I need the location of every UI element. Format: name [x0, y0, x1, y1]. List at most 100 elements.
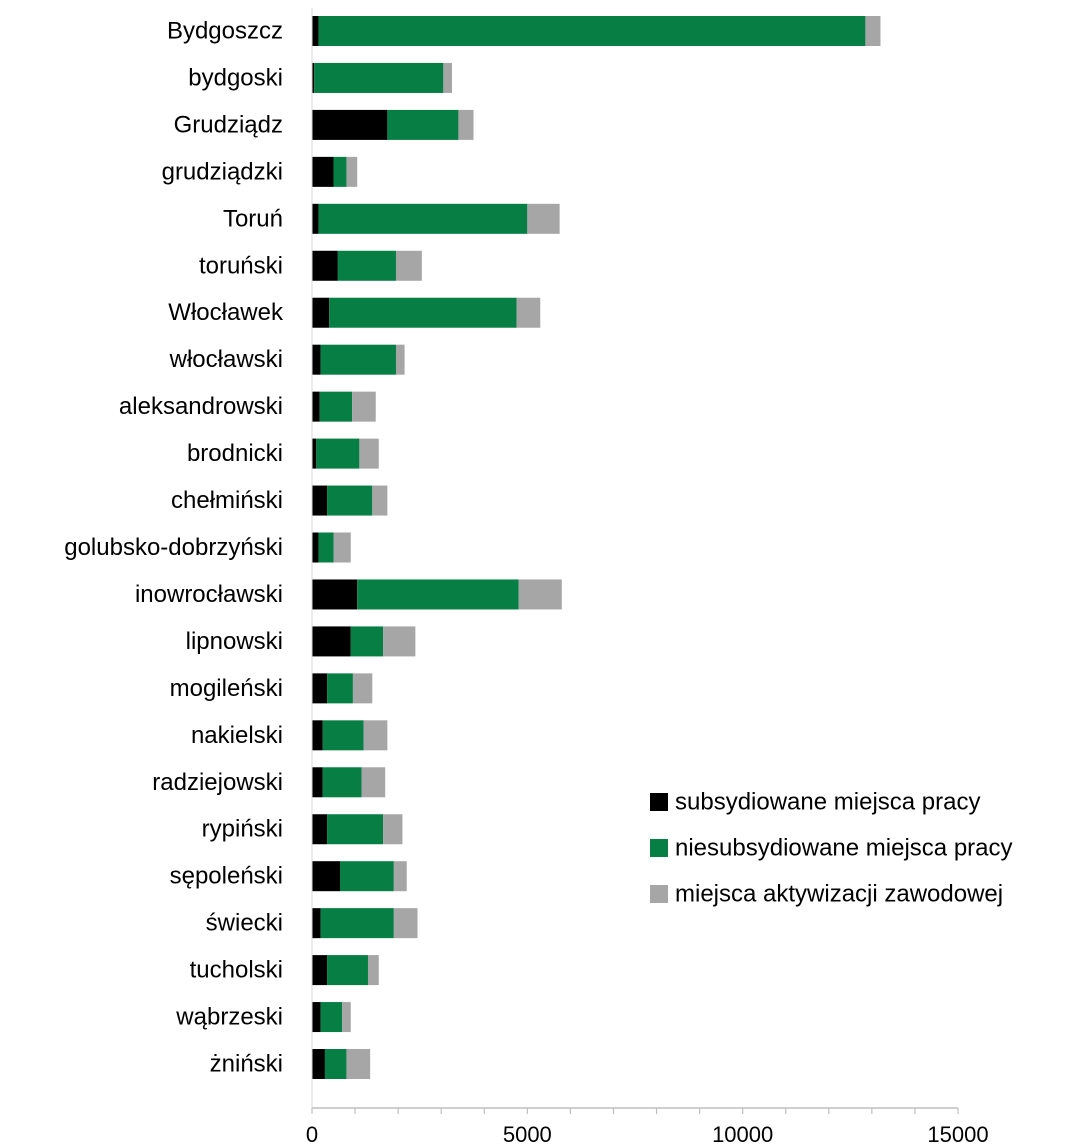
bar-segment-miejsca-aktywizacji-zawodowej-3: [346, 156, 358, 187]
bar-segment-subsydiowane-miejsca-pracy-1: [312, 62, 315, 93]
bar-segment-niesubsydiowane-miejsca-pracy-12: [357, 579, 519, 610]
bar-segment-niesubsydiowane-miejsca-pracy-17: [327, 814, 384, 845]
bar-segment-subsydiowane-miejsca-pracy-2: [312, 109, 388, 140]
legend: subsydiowane miejsca pracy niesubsydiowan…: [650, 789, 1013, 908]
bar-segment-subsydiowane-miejsca-pracy-4: [312, 203, 319, 234]
category-label: tucholski: [190, 957, 283, 984]
category-label: wąbrzeski: [175, 1004, 283, 1031]
category-label: mogileński: [170, 675, 283, 702]
bar-segment-subsydiowane-miejsca-pracy-9: [312, 438, 317, 469]
category-label: brodnicki: [187, 440, 283, 467]
x-tick-label: 5000: [503, 1122, 552, 1144]
bar-segment-miejsca-aktywizacji-zawodowej-12: [518, 579, 562, 610]
bar-segment-subsydiowane-miejsca-pracy-13: [312, 626, 351, 657]
bar-segment-miejsca-aktywizacji-zawodowej-4: [527, 203, 560, 234]
bar-segment-niesubsydiowane-miejsca-pracy-5: [337, 250, 396, 281]
bar-segment-miejsca-aktywizacji-zawodowej-19: [393, 908, 418, 939]
bar-segment-subsydiowane-miejsca-pracy-14: [312, 673, 328, 704]
bar-segment-niesubsydiowane-miejsca-pracy-3: [333, 156, 347, 187]
category-label: inowrocławski: [135, 581, 283, 608]
bar-segment-subsydiowane-miejsca-pracy-5: [312, 250, 338, 281]
bar-segment-miejsca-aktywizacji-zawodowej-8: [352, 391, 376, 422]
bar-segment-niesubsydiowane-miejsca-pracy-11: [318, 532, 334, 563]
bar-segment-niesubsydiowane-miejsca-pracy-7: [320, 344, 396, 375]
bar-segment-niesubsydiowane-miejsca-pracy-8: [319, 391, 353, 422]
category-label: golubsko-dobrzyński: [64, 534, 283, 561]
bar-segment-miejsca-aktywizacji-zawodowej-2: [458, 109, 474, 140]
category-label: włocławski: [169, 346, 283, 373]
category-label: grudziądzki: [162, 158, 283, 185]
bar-segment-niesubsydiowane-miejsca-pracy-9: [316, 438, 360, 469]
category-label: bydgoski: [188, 64, 283, 91]
bar-segment-subsydiowane-miejsca-pracy-20: [312, 955, 328, 986]
category-label: sępoleński: [170, 863, 283, 890]
category-label: świecki: [206, 910, 283, 937]
category-label: nakielski: [191, 722, 283, 749]
category-label: Grudziądz: [174, 111, 283, 138]
bar-segment-miejsca-aktywizacji-zawodowej-21: [342, 1002, 351, 1033]
category-label: radziejowski: [152, 769, 283, 796]
bar-segment-miejsca-aktywizacji-zawodowej-0: [865, 16, 881, 46]
bar-segment-subsydiowane-miejsca-pracy-21: [312, 1002, 321, 1033]
category-label: rypiński: [202, 816, 283, 843]
bar-segment-miejsca-aktywizacji-zawodowej-16: [361, 767, 386, 798]
bar-segment-miejsca-aktywizacji-zawodowej-6: [516, 297, 541, 328]
bar-segment-niesubsydiowane-miejsca-pracy-22: [324, 1049, 347, 1080]
legend-swatch-subsydiowane-miejsca-pracy: [650, 793, 668, 811]
category-label: lipnowski: [186, 628, 283, 655]
bar-segment-miejsca-aktywizacji-zawodowej-11: [333, 532, 351, 563]
bar-segment-niesubsydiowane-miejsca-pracy-14: [327, 673, 353, 704]
bar-segment-subsydiowane-miejsca-pracy-22: [312, 1049, 325, 1080]
bar-segment-subsydiowane-miejsca-pracy-7: [312, 344, 321, 375]
bar-segment-subsydiowane-miejsca-pracy-10: [312, 485, 328, 516]
bar-segment-miejsca-aktywizacji-zawodowej-1: [443, 62, 452, 93]
bar-segment-subsydiowane-miejsca-pracy-6: [312, 297, 330, 328]
bar-segment-subsydiowane-miejsca-pracy-16: [312, 767, 323, 798]
legend-label: subsydiowane miejsca pracy: [675, 789, 980, 816]
legend-label: niesubsydiowane miejsca pracy: [675, 835, 1013, 862]
bar-segment-niesubsydiowane-miejsca-pracy-10: [327, 485, 373, 516]
bar-segment-miejsca-aktywizacji-zawodowej-20: [367, 955, 379, 986]
bar-segment-subsydiowane-miejsca-pracy-18: [312, 861, 340, 892]
bar-segment-niesubsydiowane-miejsca-pracy-2: [387, 109, 459, 140]
category-label: Bydgoszcz: [167, 18, 283, 45]
category-label: toruński: [199, 252, 283, 279]
bar-segment-niesubsydiowane-miejsca-pracy-13: [350, 626, 384, 657]
bar-segment-niesubsydiowane-miejsca-pracy-4: [318, 203, 528, 234]
bar-segment-niesubsydiowane-miejsca-pracy-18: [339, 861, 394, 892]
bar-segment-miejsca-aktywizacji-zawodowej-18: [393, 861, 407, 892]
bar-segment-subsydiowane-miejsca-pracy-8: [312, 391, 320, 422]
bar-segment-miejsca-aktywizacji-zawodowej-9: [359, 438, 379, 469]
bar-segment-niesubsydiowane-miejsca-pracy-6: [329, 297, 517, 328]
bar-segment-niesubsydiowane-miejsca-pracy-16: [322, 767, 362, 798]
bar-segment-miejsca-aktywizacji-zawodowej-15: [363, 720, 388, 751]
x-tick-label: 15000: [927, 1122, 988, 1144]
bar-segment-miejsca-aktywizacji-zawodowej-14: [352, 673, 373, 704]
category-label: Toruń: [223, 205, 283, 232]
bar-segment-subsydiowane-miejsca-pracy-0: [312, 16, 319, 46]
category-labels: Bydgoszcz bydgoski Grudziądz grudziądzki Tor…: [64, 18, 284, 1078]
bar-segment-miejsca-aktywizacji-zawodowej-5: [395, 250, 422, 281]
legend-swatch-miejsca-aktywizacji-zawodowej: [650, 885, 668, 903]
bar-segment-miejsca-aktywizacji-zawodowej-10: [372, 485, 388, 516]
category-label: Włocławek: [168, 299, 284, 326]
bar-segment-subsydiowane-miejsca-pracy-3: [312, 156, 334, 187]
x-tick-label: 0: [306, 1122, 318, 1144]
category-label: chełmiński: [171, 487, 283, 514]
bar-segment-miejsca-aktywizacji-zawodowej-7: [395, 344, 405, 375]
bar-segment-miejsca-aktywizacji-zawodowej-22: [346, 1049, 371, 1080]
x-axis: 0 5000 10000 15000: [306, 8, 989, 1144]
bar-segment-niesubsydiowane-miejsca-pracy-0: [318, 16, 866, 46]
bar-segment-niesubsydiowane-miejsca-pracy-21: [320, 1002, 343, 1033]
bar-segment-subsydiowane-miejsca-pracy-17: [312, 814, 328, 845]
bar-segment-niesubsydiowane-miejsca-pracy-19: [320, 908, 394, 939]
bar-segment-miejsca-aktywizacji-zawodowej-17: [383, 814, 403, 845]
bar-segment-subsydiowane-miejsca-pracy-15: [312, 720, 323, 751]
bar-segment-niesubsydiowane-miejsca-pracy-15: [322, 720, 364, 751]
bar-segment-subsydiowane-miejsca-pracy-11: [312, 532, 319, 563]
bar-segment-miejsca-aktywizacji-zawodowej-13: [383, 626, 416, 657]
x-tick-label: 10000: [712, 1122, 773, 1144]
legend-swatch-niesubsydiowane-miejsca-pracy: [650, 839, 668, 857]
bar-segment-subsydiowane-miejsca-pracy-19: [312, 908, 321, 939]
